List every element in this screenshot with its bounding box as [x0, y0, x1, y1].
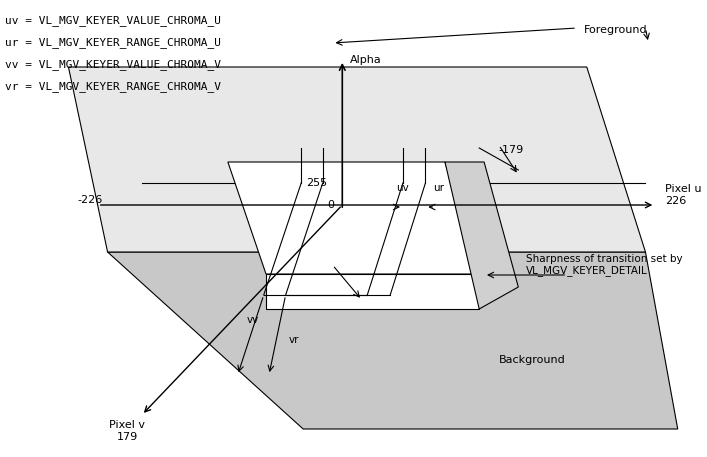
Text: -226: -226 — [78, 195, 103, 205]
Text: uv: uv — [397, 183, 409, 193]
Text: -179: -179 — [498, 145, 524, 155]
Text: 0: 0 — [327, 200, 334, 210]
Text: vv = VL_MGV_KEYER_VALUE_CHROMA_V: vv = VL_MGV_KEYER_VALUE_CHROMA_V — [5, 59, 221, 70]
Text: Foreground: Foreground — [584, 25, 648, 35]
Text: Background: Background — [498, 355, 566, 365]
Text: ur = VL_MGV_KEYER_RANGE_CHROMA_U: ur = VL_MGV_KEYER_RANGE_CHROMA_U — [5, 37, 221, 48]
Text: vr: vr — [288, 335, 299, 345]
Polygon shape — [228, 162, 479, 274]
Text: vr = VL_MGV_KEYER_RANGE_CHROMA_V: vr = VL_MGV_KEYER_RANGE_CHROMA_V — [5, 81, 221, 92]
Text: uv = VL_MGV_KEYER_VALUE_CHROMA_U: uv = VL_MGV_KEYER_VALUE_CHROMA_U — [5, 15, 221, 26]
Text: Sharpness of transition set by
VL_MGV_KEYER_DETAIL: Sharpness of transition set by VL_MGV_KE… — [526, 254, 683, 276]
Text: Alpha: Alpha — [350, 55, 382, 65]
Text: 255: 255 — [307, 178, 327, 188]
Polygon shape — [445, 162, 518, 309]
Text: vv: vv — [247, 315, 259, 325]
Polygon shape — [107, 252, 678, 429]
Polygon shape — [266, 274, 479, 309]
Text: ur: ur — [433, 183, 444, 193]
Text: Pixel u
226: Pixel u 226 — [665, 184, 701, 206]
Polygon shape — [69, 67, 645, 252]
Text: Pixel v
179: Pixel v 179 — [109, 420, 145, 441]
